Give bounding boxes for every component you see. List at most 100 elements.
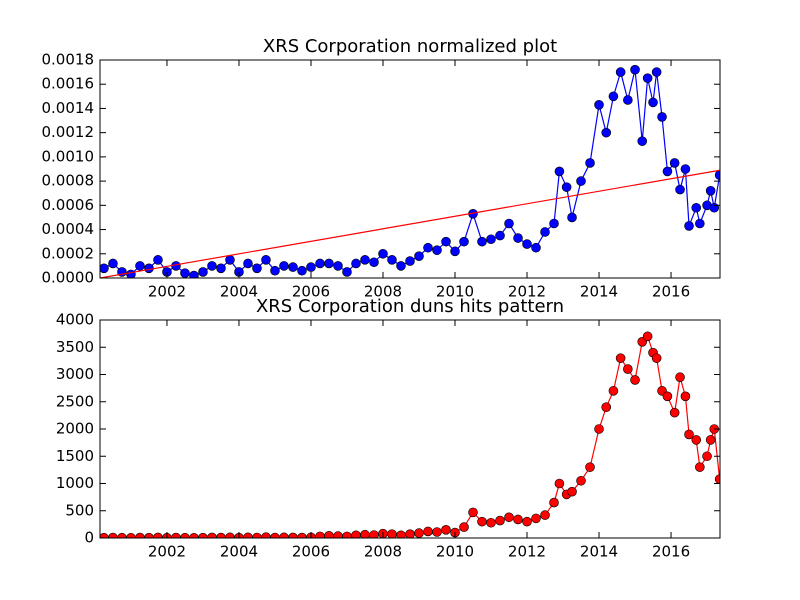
data-point [601, 402, 612, 413]
data-point [100, 263, 109, 274]
data-point [615, 353, 626, 363]
data-point [423, 526, 433, 537]
data-point [261, 255, 271, 265]
data-point [669, 407, 680, 418]
data-point [189, 270, 199, 278]
x-tick-label: 2002 [148, 283, 186, 301]
y-tick-label: 0.0016 [42, 75, 95, 93]
data-point [522, 516, 532, 527]
data-point [554, 478, 565, 489]
data-point [396, 261, 406, 271]
y-tick-label: 3500 [56, 338, 94, 356]
data-point [333, 261, 343, 271]
axes-frame [99, 59, 721, 279]
data-point [561, 182, 572, 192]
data-point [414, 251, 424, 262]
data-point [522, 239, 532, 249]
y-tick-label: 0.0002 [42, 244, 95, 262]
x-tick-label: 2014 [580, 283, 618, 301]
data-point [576, 475, 586, 486]
y-tick-label: 0.0018 [42, 51, 95, 69]
series-line [100, 169, 720, 278]
data-point [477, 236, 487, 247]
y-tick-label: 0 [84, 529, 94, 547]
data-point [554, 166, 565, 177]
x-tick-label: 2014 [580, 543, 618, 561]
plot-area [100, 331, 720, 538]
data-point [243, 258, 253, 269]
data-point [531, 242, 541, 253]
data-point [513, 233, 523, 243]
chart-title: XRS Corporation duns hits pattern [256, 296, 564, 317]
y-tick-label: 0.0004 [42, 220, 95, 238]
data-point [378, 248, 388, 259]
y-tick-label: 0.0006 [42, 196, 95, 214]
data-point [486, 234, 496, 245]
data-point [225, 255, 235, 265]
data-point [705, 435, 716, 445]
x-tick-label: 2004 [220, 543, 258, 561]
data-point [270, 265, 280, 276]
y-tick-label: 1500 [56, 447, 94, 465]
data-point [387, 529, 397, 538]
data-point [702, 451, 712, 462]
data-point [662, 391, 673, 402]
data-point [675, 184, 685, 195]
data-point [705, 186, 716, 196]
data-point [669, 158, 680, 168]
x-tick-label: 2012 [508, 283, 546, 301]
data-point [540, 227, 550, 237]
data-point [144, 263, 154, 274]
y-tick-label: 4000 [56, 311, 94, 329]
data-point [615, 67, 626, 77]
data-point [695, 462, 705, 472]
data-point [468, 507, 478, 518]
data-point [405, 256, 415, 266]
y-tick-label: 0.0012 [42, 123, 95, 141]
data-point [207, 261, 217, 271]
data-point [531, 513, 541, 524]
data-point [637, 136, 648, 146]
data-point [601, 127, 612, 138]
data-point [567, 486, 577, 497]
data-point [369, 257, 379, 268]
data-point [252, 263, 262, 274]
data-point [691, 435, 702, 445]
data-point [594, 424, 604, 434]
data-point [153, 255, 163, 265]
data-point [324, 258, 334, 269]
data-point [695, 218, 705, 229]
data-point [180, 268, 190, 278]
data-point [432, 527, 442, 537]
x-tick-label: 2010 [436, 283, 474, 301]
data-point [651, 353, 662, 363]
data-point [504, 218, 514, 229]
y-tick-label: 3000 [56, 365, 94, 383]
data-point [642, 73, 653, 83]
data-point [423, 242, 433, 253]
data-point [684, 221, 694, 231]
data-point [477, 516, 487, 527]
data-point [594, 100, 604, 110]
data-point [623, 95, 633, 105]
data-point [405, 529, 415, 538]
data-point [216, 263, 226, 274]
data-point [585, 158, 595, 168]
data-point [495, 515, 505, 526]
x-tick-label: 2012 [508, 543, 546, 561]
y-tick-label: 500 [65, 501, 94, 519]
data-point [585, 462, 595, 472]
data-point [351, 258, 361, 269]
data-point [680, 391, 691, 402]
data-point [630, 64, 640, 75]
x-tick-label: 2008 [364, 283, 402, 301]
data-point [279, 261, 289, 271]
data-point [306, 262, 316, 272]
data-point [549, 218, 559, 229]
y-tick-label: 0.0010 [42, 147, 95, 165]
data-point [675, 372, 685, 383]
data-point [608, 91, 619, 102]
data-point [342, 267, 352, 277]
data-point [513, 514, 523, 525]
